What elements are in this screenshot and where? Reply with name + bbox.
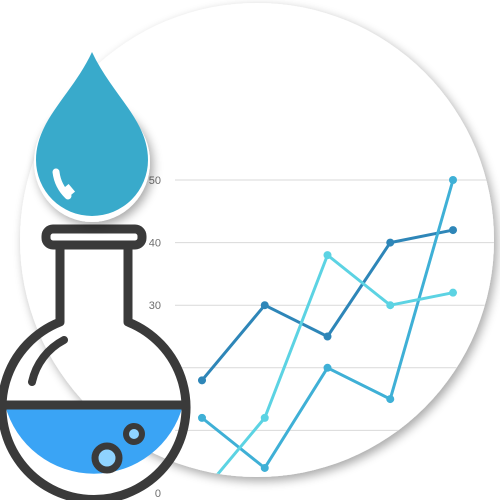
data-point-s1-2 <box>261 301 269 309</box>
y-tick-label: 0 <box>155 488 161 500</box>
data-point-s1-1 <box>198 376 206 384</box>
data-point-s2-2 <box>261 464 269 472</box>
data-point-s1-5 <box>449 226 457 234</box>
data-point-s2-3 <box>324 364 332 372</box>
y-tick-label: 30 <box>149 300 161 312</box>
data-point-s1-3 <box>324 333 332 341</box>
data-point-s3-5 <box>449 289 457 297</box>
y-tick-label: 40 <box>149 238 161 250</box>
data-point-s1-4 <box>386 239 394 247</box>
data-point-s3-3 <box>324 251 332 259</box>
data-point-s2-5 <box>449 176 457 184</box>
data-point-s3-2 <box>261 414 269 422</box>
flask-rim <box>46 229 142 245</box>
y-tick-label: 50 <box>149 175 161 187</box>
data-point-s3-1 <box>198 489 206 497</box>
bubble-large <box>95 446 119 470</box>
bubble-small <box>126 426 142 442</box>
data-point-s2-1 <box>198 414 206 422</box>
data-point-s2-4 <box>386 395 394 403</box>
data-point-s3-4 <box>386 301 394 309</box>
